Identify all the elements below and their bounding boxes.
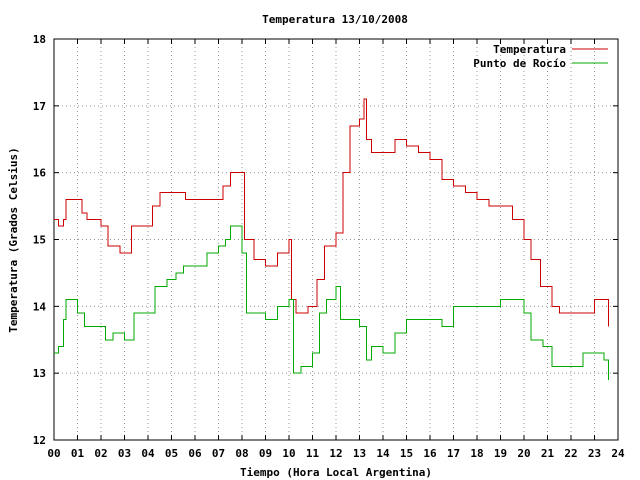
x-tick-label: 11: [306, 447, 320, 460]
x-tick-label: 22: [564, 447, 577, 460]
y-tick-label: 15: [33, 234, 46, 247]
x-tick-label: 06: [188, 447, 202, 460]
x-tick-label: 09: [259, 447, 272, 460]
x-tick-label: 19: [494, 447, 507, 460]
x-tick-label: 15: [400, 447, 413, 460]
x-tick-label: 20: [517, 447, 530, 460]
legend-label: Temperatura: [493, 43, 566, 56]
series-line-1: [54, 225, 610, 380]
series-lines: [54, 98, 610, 380]
x-tick-label: 01: [71, 447, 85, 460]
x-tick-label: 24: [611, 447, 625, 460]
x-tick-label: 13: [353, 447, 366, 460]
series-line-0: [54, 98, 610, 327]
x-tick-label: 14: [376, 447, 390, 460]
y-tick-label: 12: [33, 434, 46, 447]
y-tick-label: 13: [33, 367, 46, 380]
x-tick-label: 10: [282, 447, 295, 460]
y-axis-title: Temperatura (Grados Celsius): [7, 147, 20, 332]
x-tick-label: 16: [423, 447, 437, 460]
x-tick-label: 02: [94, 447, 107, 460]
x-tick-label: 12: [329, 447, 342, 460]
x-tick-label: 08: [235, 447, 248, 460]
x-tick-label: 07: [212, 447, 225, 460]
y-tick-label: 18: [33, 33, 46, 46]
x-axis-title: Tiempo (Hora Local Argentina): [240, 466, 432, 479]
chart-title: Temperatura 13/10/2008: [262, 13, 408, 26]
x-tick-label: 00: [47, 447, 60, 460]
x-tick-label: 18: [470, 447, 483, 460]
x-tick-label: 17: [447, 447, 460, 460]
x-tick-label: 03: [118, 447, 131, 460]
x-tick-label: 05: [165, 447, 178, 460]
x-tick-label: 23: [588, 447, 601, 460]
y-tick-label: 17: [33, 100, 46, 113]
x-tick-label: 04: [141, 447, 155, 460]
x-tick-label: 21: [541, 447, 555, 460]
y-tick-label: 16: [33, 167, 47, 180]
legend-label: Punto de Rocío: [473, 57, 566, 70]
y-tick-label: 14: [33, 300, 47, 313]
axes: 00 01 02 03 04 05 06 07 08 09 10 11 12 13 14 15 16 17 18 19…: [33, 33, 625, 460]
